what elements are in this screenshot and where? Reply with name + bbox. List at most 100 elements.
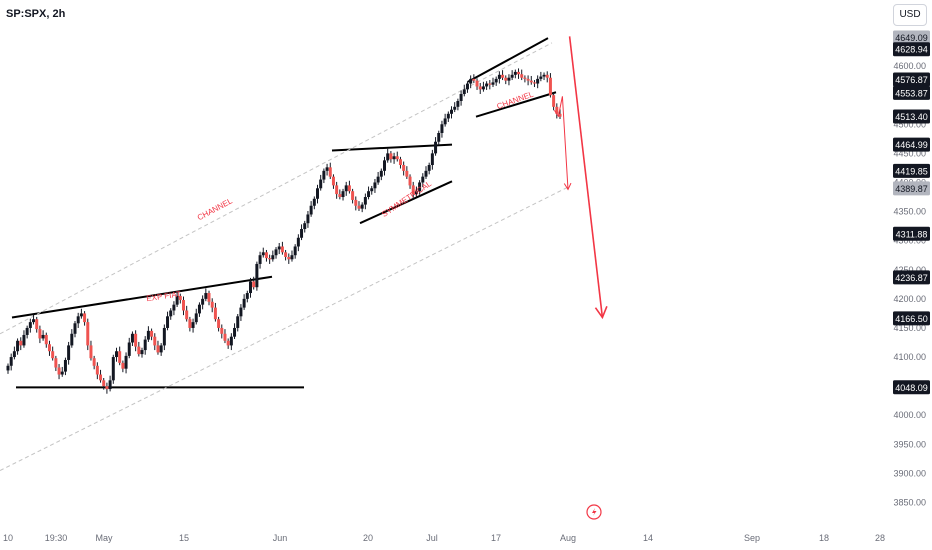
candle — [424, 170, 428, 177]
candle — [16, 340, 20, 352]
candle — [236, 316, 240, 328]
candle — [341, 191, 345, 198]
price-badge-label: 4628.94 — [895, 45, 928, 55]
symbol-title[interactable]: SP:SPX, 2h — [6, 8, 66, 20]
candle — [532, 82, 536, 84]
candle — [453, 106, 457, 110]
price-badge — [893, 30, 930, 45]
trend-line — [467, 37, 549, 83]
candle — [25, 327, 29, 335]
price-tick-label: 3900.00 — [893, 468, 926, 478]
candle — [379, 170, 383, 177]
candle — [338, 194, 342, 198]
candle — [54, 358, 58, 368]
candle — [175, 295, 179, 305]
candle — [255, 263, 259, 288]
candle — [322, 170, 326, 180]
price-tick-label: 3850.00 — [893, 498, 926, 508]
price-badge-label: 4311.88 — [896, 229, 928, 239]
candle — [223, 333, 227, 341]
price-tick-label: 3950.00 — [893, 439, 926, 449]
candle — [242, 298, 246, 308]
candle — [114, 351, 118, 358]
time-tick-label: 18 — [819, 533, 829, 543]
time-tick-label: Jun — [273, 533, 288, 543]
time-tick-label: 14 — [643, 533, 653, 543]
candle — [360, 204, 364, 209]
flash-icon[interactable] — [586, 504, 602, 520]
candle — [351, 191, 355, 200]
candle — [459, 94, 463, 101]
candle — [217, 319, 221, 328]
candle — [402, 165, 406, 171]
candle — [264, 252, 268, 259]
annotation-label: CHANNEL — [196, 196, 234, 222]
arrow-line — [568, 36, 604, 318]
arrow-head — [563, 182, 572, 191]
candle — [545, 74, 549, 78]
arrow-line — [553, 96, 569, 190]
candle — [418, 182, 422, 192]
candle — [421, 176, 425, 183]
candle — [220, 327, 224, 334]
candle — [465, 83, 469, 90]
candle — [523, 77, 527, 79]
price-tick-label: 4500.00 — [893, 119, 926, 129]
candle — [252, 281, 256, 288]
candle — [517, 71, 521, 75]
candle — [520, 74, 524, 78]
candle — [398, 159, 402, 166]
candle — [60, 371, 64, 375]
candle — [229, 336, 233, 346]
candle — [469, 78, 473, 84]
time-axis[interactable]: 10 19:30 May 15 Jun 20 Jul 17 Aug 14 Sep 18 28 — [3, 533, 885, 543]
candle — [446, 113, 450, 119]
candle — [312, 198, 316, 206]
candle — [159, 345, 163, 353]
candle — [12, 351, 16, 358]
candle — [548, 77, 552, 96]
price-badge — [893, 85, 930, 100]
candle — [102, 380, 106, 387]
price-axis[interactable]: 4649.094600.004550.004500.004450.004400.… — [893, 33, 926, 508]
candle — [376, 176, 380, 183]
price-badge — [893, 270, 930, 285]
candle — [22, 334, 26, 346]
price-badge-label: 4464.99 — [895, 140, 928, 150]
candle — [542, 74, 546, 77]
candle — [331, 176, 335, 186]
candle — [357, 205, 361, 209]
candle — [510, 74, 514, 78]
candle — [118, 351, 122, 363]
candle — [143, 339, 147, 351]
candle — [430, 153, 434, 166]
candle — [239, 307, 243, 317]
time-tick-label: 20 — [363, 533, 373, 543]
time-tick-label: 19:30 — [45, 533, 68, 543]
candle — [194, 313, 198, 323]
trend-line — [331, 143, 453, 152]
price-badge-label: 4236.87 — [895, 273, 928, 283]
channel-line — [0, 42, 553, 335]
flash-icon-bolt — [592, 508, 597, 516]
candle — [245, 293, 249, 299]
candle — [185, 310, 189, 320]
candle — [268, 258, 272, 260]
candle — [258, 255, 262, 264]
price-badge-label: 4553.87 — [895, 88, 928, 98]
candle — [287, 256, 291, 260]
candle — [309, 205, 313, 215]
candle — [434, 141, 438, 154]
currency-button[interactable]: USD — [893, 4, 927, 26]
candle — [156, 345, 160, 353]
candle — [248, 281, 252, 294]
candle — [507, 77, 511, 81]
price-tick-label: 4250.00 — [893, 265, 926, 275]
trend-line — [359, 180, 453, 225]
candle — [373, 182, 377, 189]
candle — [105, 386, 109, 390]
candle — [181, 300, 185, 311]
candle — [395, 156, 399, 160]
candle — [188, 319, 192, 328]
